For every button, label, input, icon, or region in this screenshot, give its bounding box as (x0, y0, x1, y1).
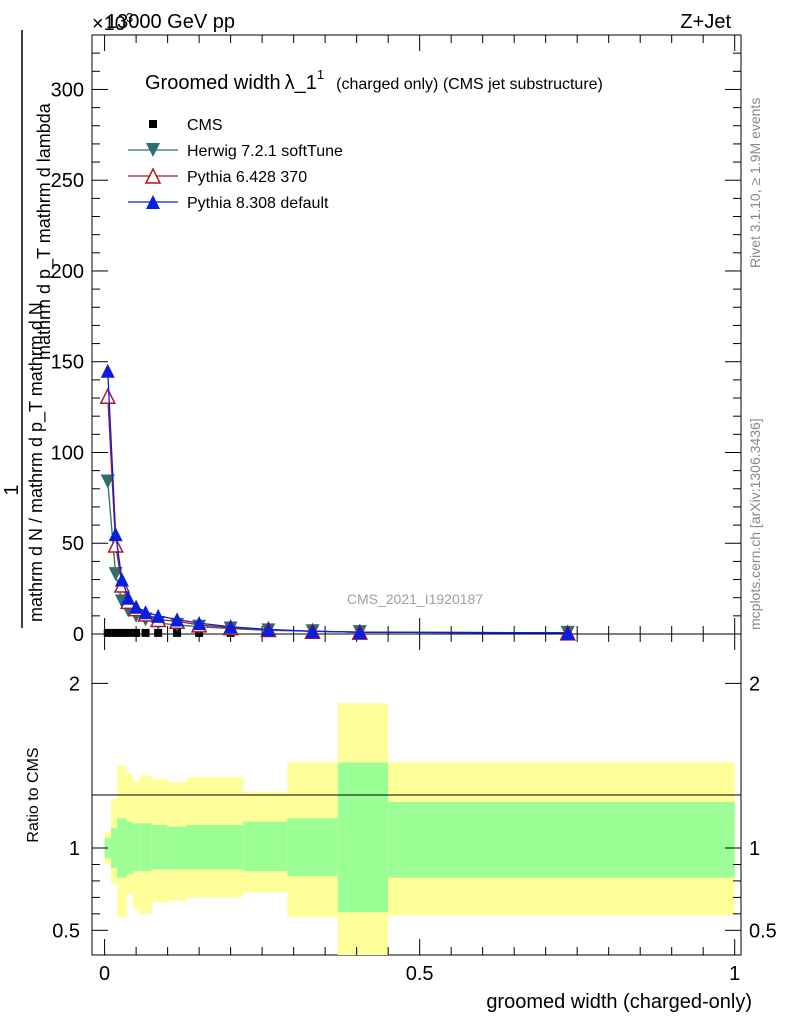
analysis-watermark: CMS_2021_I1920187 (347, 591, 483, 607)
legend-marker (144, 167, 162, 184)
data-point (192, 616, 207, 631)
ratio-y-tick-label-right: 1 (749, 838, 760, 860)
data-point (114, 572, 129, 587)
data-point (129, 599, 144, 614)
ratio-ylabel: Ratio to CMS (25, 747, 42, 842)
ratio-y-tick-label-right: 2 (749, 673, 760, 695)
data-point (170, 612, 185, 627)
data-point (121, 590, 136, 605)
legend-label: Pythia 6.428 370 (187, 169, 307, 186)
series-line (107, 396, 568, 634)
data-point (141, 628, 150, 637)
series-herwig-7-2-1-softtune (100, 474, 575, 640)
x-tick-label: 0.5 (406, 963, 434, 985)
y-tick-label: 250 (51, 170, 84, 192)
stat-uncertainty-band (110, 828, 118, 868)
data-point (138, 605, 153, 620)
legend-marker (146, 143, 160, 157)
plot-title: Groomed width λ_11(charged only) (CMS jet… (145, 67, 603, 94)
main-axis-ticks: 0 50 100 150 200 250 300 (51, 35, 741, 955)
rivet-label: Rivet 3.1.10, ≥ 1.9M events (747, 98, 763, 268)
data-point (132, 628, 141, 637)
mcplots-label: mcplots.cern.ch [arXiv:1306.3436] (747, 418, 763, 630)
data-point (108, 527, 123, 542)
legend-marker (146, 195, 160, 209)
stat-uncertainty-band (139, 823, 152, 872)
data-point (173, 628, 182, 637)
x-tick-label: 1 (729, 963, 740, 985)
ratio-y-tick-label-right: 0.5 (749, 920, 777, 942)
y-tick-label: 50 (62, 533, 84, 555)
ratio-xlabel: groomed width (charged-only) (486, 991, 752, 1013)
ratio-y-tick-label: 2 (69, 673, 80, 695)
legend-marker (149, 120, 157, 128)
legend: CMS Herwig 7.2.1 softTune Pythia 6.428 370… (128, 117, 343, 212)
process-label: Z+Jet (680, 11, 731, 33)
x-tick-label: 0 (99, 963, 110, 985)
data-point (103, 628, 112, 637)
data-point (107, 536, 124, 553)
legend-label: Pythia 8.308 default (187, 195, 329, 212)
ratio-y-tick-label: 1 (69, 838, 80, 860)
legend-label: Herwig 7.2.1 softTune (187, 143, 343, 160)
y-tick-label: 0 (73, 624, 84, 646)
legend-entry: Pythia 8.308 default (128, 195, 329, 212)
stat-uncertainty-band (151, 824, 168, 870)
stat-uncertainty-band (132, 823, 140, 872)
legend-entry: CMS (149, 117, 223, 134)
data-point (117, 628, 126, 637)
exponent-label: ×103 (92, 10, 133, 35)
legend-label: CMS (187, 117, 223, 134)
data-point (151, 608, 166, 623)
data-point (305, 624, 320, 639)
stat-uncertainty-band (243, 821, 288, 872)
series-pythia-6-428-370 (99, 387, 576, 641)
ratio-axis-ticks: 0.5 0.5 1 1 2 2 0 0.5 1 (52, 673, 777, 985)
series-line (107, 370, 568, 634)
legend-entry: Pythia 6.428 370 (128, 167, 307, 186)
y-tick-label: 150 (51, 352, 84, 374)
y-tick-label: 200 (51, 261, 84, 283)
y-tick-label: 300 (51, 79, 84, 101)
series-layer (99, 363, 576, 641)
data-point (99, 387, 116, 404)
stat-uncertainty-band (388, 801, 735, 878)
stat-uncertainty-band (167, 826, 187, 870)
data-point (223, 619, 238, 634)
data-point (352, 625, 367, 640)
y-tick-label: 100 (51, 442, 84, 464)
data-point (560, 625, 575, 640)
data-point (100, 474, 115, 489)
energy-label: 13000 GeV pp (106, 11, 235, 33)
stat-uncertainty-band (126, 821, 133, 875)
ratio-bands (104, 703, 735, 955)
main-ylabel-line2: mathrm d p_T mathrm d lambda (34, 102, 55, 360)
series-pythia-8-308-default (100, 363, 575, 640)
stat-uncertainty-band (337, 762, 389, 913)
data-point (154, 628, 163, 637)
data-point (261, 622, 276, 637)
main-ylabel-numerator: 1 (1, 484, 23, 495)
legend-entry: Herwig 7.2.1 softTune (128, 143, 343, 160)
data-point (100, 363, 115, 378)
data-point (124, 628, 133, 637)
stat-uncertainty-band (287, 818, 338, 876)
stat-uncertainty-band (186, 824, 244, 870)
series-line (107, 481, 568, 634)
main-ylabel-line1: mathrm d N / mathrm d p_T mathrm d N (26, 302, 47, 622)
data-point (111, 628, 120, 637)
stat-uncertainty-band (117, 818, 127, 878)
ratio-y-tick-label: 0.5 (52, 920, 80, 942)
